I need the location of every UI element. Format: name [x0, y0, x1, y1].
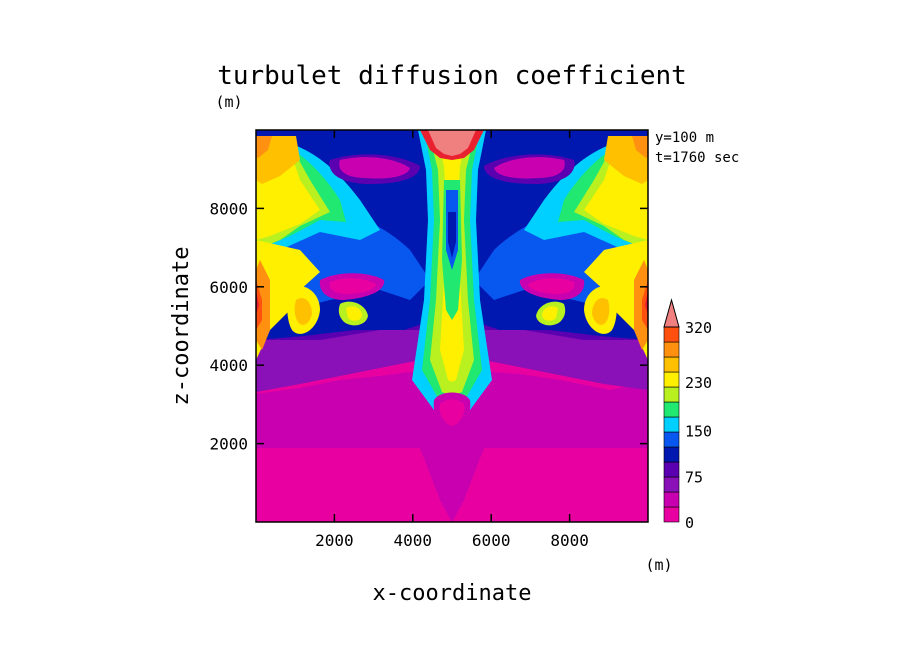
colorbar-label: 75	[685, 468, 703, 486]
y-tick-label: 6000	[209, 278, 248, 297]
x-tick-label: 6000	[472, 531, 511, 550]
chart-title: turbulet diffusion coefficient	[217, 61, 687, 91]
annotation-t: t=1760 sec	[655, 150, 739, 166]
colorbar: 320 230 150 75 0	[663, 298, 712, 532]
x-axis: 2000 4000 6000 8000	[315, 130, 589, 550]
colorbar-swatch	[663, 401, 680, 418]
x-axis-label: x-coordinate	[373, 581, 532, 606]
colorbar-label: 320	[685, 319, 712, 337]
annotation-y: y=100 m	[655, 130, 714, 146]
colorbar-label: 150	[685, 423, 712, 441]
plot-frame	[255, 129, 649, 523]
y-tick-label: 8000	[209, 199, 248, 218]
y-axis: 2000 4000 6000 8000	[209, 199, 648, 454]
colorbar-swatch	[663, 386, 680, 403]
x-unit-label: (m)	[645, 556, 672, 574]
colorbar-swatch	[663, 491, 680, 508]
colorbar-swatch	[663, 431, 680, 448]
colorbar-swatch	[663, 371, 680, 388]
y-axis-label: z-coordinate	[169, 247, 194, 406]
colorbar-swatch	[663, 476, 680, 493]
x-tick-label: 8000	[550, 531, 589, 550]
colorbar-swatch	[663, 446, 680, 463]
x-tick-label: 4000	[394, 531, 433, 550]
colorbar-overflow-arrow	[663, 298, 680, 328]
heatmap	[256, 130, 648, 522]
colorbar-swatch	[663, 506, 680, 523]
x-tick-label: 2000	[315, 531, 354, 550]
colorbar-swatch	[663, 416, 680, 433]
y-tick-label: 2000	[209, 435, 248, 454]
colorbar-label: 0	[685, 514, 694, 532]
colorbar-label: 230	[685, 374, 712, 392]
y-unit-label: (m)	[215, 93, 242, 111]
y-tick-label: 4000	[209, 356, 248, 375]
colorbar-swatch	[663, 341, 680, 358]
colorbar-swatch	[663, 326, 680, 343]
colorbar-swatch	[663, 356, 680, 373]
colorbar-swatch	[663, 461, 680, 478]
